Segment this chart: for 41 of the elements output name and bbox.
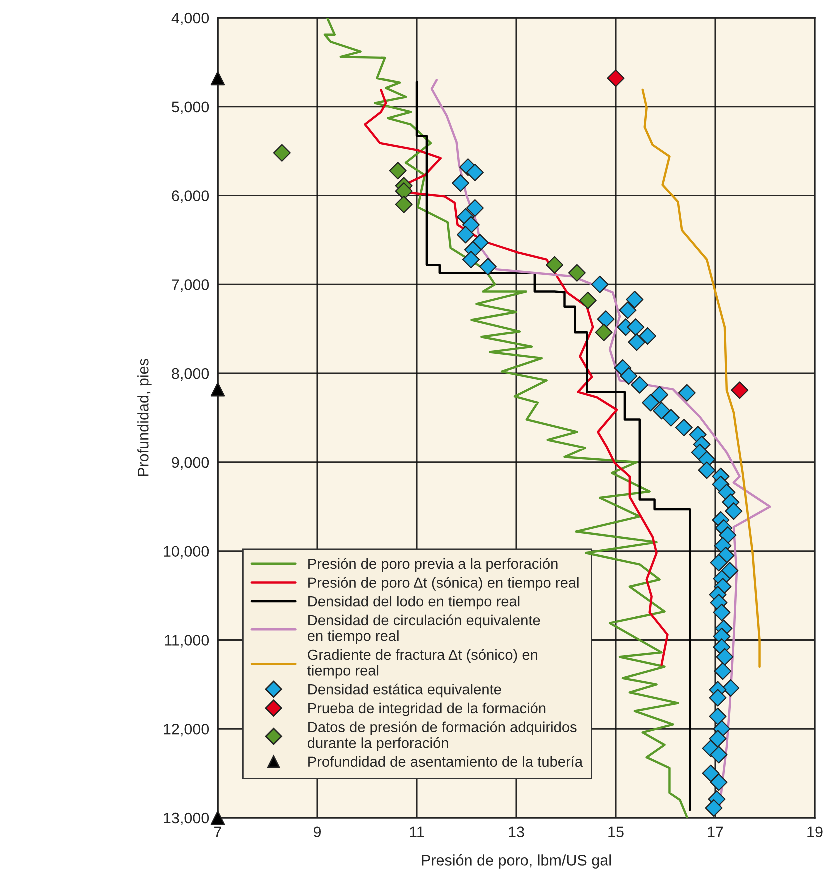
point	[579, 292, 597, 310]
y-tick-label: 8,000	[172, 368, 210, 382]
x-axis-title: Presión de poro, lbm/US gal	[422, 854, 612, 869]
x-tick-label: 9	[314, 826, 322, 838]
point	[731, 382, 749, 400]
point	[395, 196, 413, 214]
legend-label: Prueba de integridad de la formación	[308, 702, 546, 716]
point	[273, 144, 291, 162]
y-axis-title: Profundidad, pies	[138, 359, 152, 476]
legend-label: Presión de poro previa a la perforación	[308, 558, 558, 572]
legend-label: Densidad del lodo en tiempo real	[308, 596, 520, 610]
point	[568, 264, 586, 282]
point	[595, 324, 613, 342]
legend-label: Datos de presión de formación adquiridos durante la perforación	[308, 722, 577, 752]
y-tick-label: 6,000	[172, 190, 210, 204]
x-tick-label: 19	[808, 826, 823, 838]
legend-label: Gradiente de fractura Δt (sónico) en tiempo real	[308, 649, 538, 679]
y-tick-label: 7,000	[172, 280, 210, 292]
legend-label: Densidad de circulación equivalente en tiempo real	[308, 614, 540, 644]
point	[210, 71, 226, 86]
legend-label: Profundidad de asentamiento de la tubería	[308, 756, 584, 768]
point	[607, 70, 625, 88]
y-tick-label: 11,000	[165, 635, 210, 648]
point	[389, 162, 407, 180]
legend-label: Densidad estática equivalente	[308, 684, 502, 698]
legend-label: Presión de poro Δt (sónica) en tiempo real	[308, 577, 579, 591]
y-tick-label: 10,000	[164, 546, 210, 559]
y-tick-label: 9,000	[172, 457, 210, 470]
y-tick-label: 13,000	[164, 812, 210, 826]
point	[546, 256, 564, 274]
x-tick-label: 17	[708, 826, 724, 838]
line-series	[642, 88, 761, 668]
y-tick-label: 4,000	[172, 12, 210, 26]
y-tick-label: 12,000	[164, 724, 210, 737]
point	[210, 810, 226, 826]
x-tick-label: 15	[608, 826, 624, 838]
point	[210, 382, 226, 397]
x-tick-label: 13	[509, 826, 524, 838]
x-tick-label: 7	[214, 826, 222, 838]
y-tick-label: 5,000	[172, 102, 210, 114]
x-tick-label: 11	[410, 826, 424, 838]
